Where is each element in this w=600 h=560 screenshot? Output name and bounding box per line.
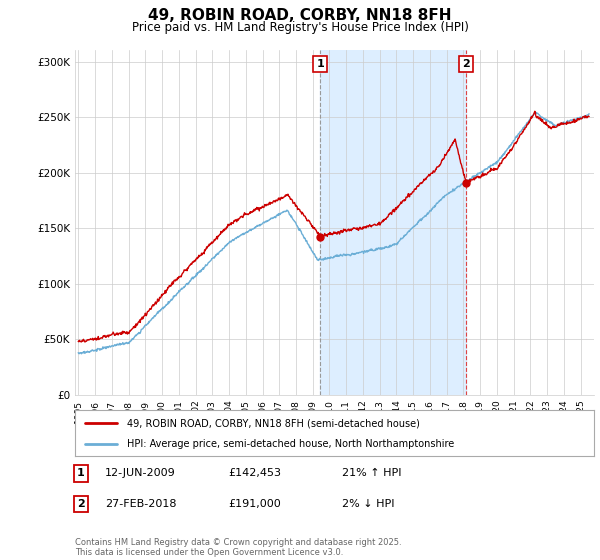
Text: £142,453: £142,453	[228, 468, 281, 478]
Text: Contains HM Land Registry data © Crown copyright and database right 2025.
This d: Contains HM Land Registry data © Crown c…	[75, 538, 401, 557]
Text: 49, ROBIN ROAD, CORBY, NN18 8FH: 49, ROBIN ROAD, CORBY, NN18 8FH	[148, 8, 452, 24]
Text: 49, ROBIN ROAD, CORBY, NN18 8FH (semi-detached house): 49, ROBIN ROAD, CORBY, NN18 8FH (semi-de…	[127, 418, 420, 428]
Bar	[320, 50, 466, 395]
Text: 21% ↑ HPI: 21% ↑ HPI	[342, 468, 401, 478]
Text: 12-JUN-2009: 12-JUN-2009	[105, 468, 176, 478]
Text: £191,000: £191,000	[228, 499, 281, 509]
Text: 1: 1	[77, 468, 85, 478]
Text: 2: 2	[77, 499, 85, 509]
Text: HPI: Average price, semi-detached house, North Northamptonshire: HPI: Average price, semi-detached house,…	[127, 438, 454, 449]
Text: 1: 1	[316, 59, 324, 69]
Text: 2% ↓ HPI: 2% ↓ HPI	[342, 499, 395, 509]
Text: 2: 2	[462, 59, 470, 69]
Text: 27-FEB-2018: 27-FEB-2018	[105, 499, 176, 509]
Text: Price paid vs. HM Land Registry's House Price Index (HPI): Price paid vs. HM Land Registry's House …	[131, 21, 469, 34]
